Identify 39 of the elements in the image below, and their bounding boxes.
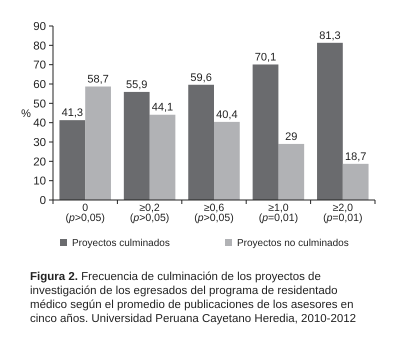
bar <box>85 86 111 200</box>
data-label: 58,7 <box>87 74 109 86</box>
y-tick-label: 30 <box>33 137 46 149</box>
y-tick-label: 60 <box>33 79 46 91</box>
y-axis-title: % <box>21 108 32 120</box>
text: Figura 2. Frecuencia de culminación de los proyectos de investigación de los egresados del programa de residentado médico según el promedio de publicaciones de los asesores en cinco años. Universidad Peruana Cayetano Heredia, 2010-2012 <box>30 271 356 325</box>
data-label: 29 <box>285 130 298 143</box>
y-tick-label: 80 <box>33 40 46 52</box>
bar <box>278 144 304 200</box>
data-label: 81,3 <box>319 30 341 42</box>
y-tick-label: 90 <box>33 21 46 33</box>
bar <box>214 122 240 200</box>
x-tick-label: ≥0,2 (p>0,05) <box>130 202 170 224</box>
data-label: 44,1 <box>152 102 174 114</box>
bar <box>188 84 214 200</box>
bar <box>59 120 86 200</box>
bar <box>150 114 176 200</box>
x-tick-label: ≥0,6 (p>0,05) <box>194 202 234 224</box>
data-label: 41,3 <box>62 107 84 120</box>
y-tick-label: 50 <box>33 98 46 110</box>
x-tick-label: ≥2,0 (p=0,01) <box>323 202 363 224</box>
bar <box>124 92 150 200</box>
y-tick-label: 10 <box>33 176 46 188</box>
data-label: 70,1 <box>254 51 276 64</box>
data-label: 55,9 <box>126 78 148 91</box>
y-tick-label: 0 <box>40 195 46 207</box>
y-tick-label: 40 <box>33 118 46 130</box>
category-label: 0 (p>0,05) <box>65 202 105 224</box>
legend-label: Proyectos culminados <box>72 238 170 249</box>
y-tick-label: 20 <box>33 156 46 168</box>
data-label: 18,7 <box>344 150 366 163</box>
bar <box>342 164 369 200</box>
data-label: 40,4 <box>216 108 238 121</box>
bar <box>252 64 278 200</box>
data-label: 59,6 <box>190 72 212 84</box>
bar <box>317 42 343 200</box>
x-tick-label: ≥1,0 (p=0,01) <box>258 202 298 224</box>
legend-label: Proyectos no culminados <box>237 238 349 249</box>
y-tick-label: 70 <box>33 60 46 72</box>
